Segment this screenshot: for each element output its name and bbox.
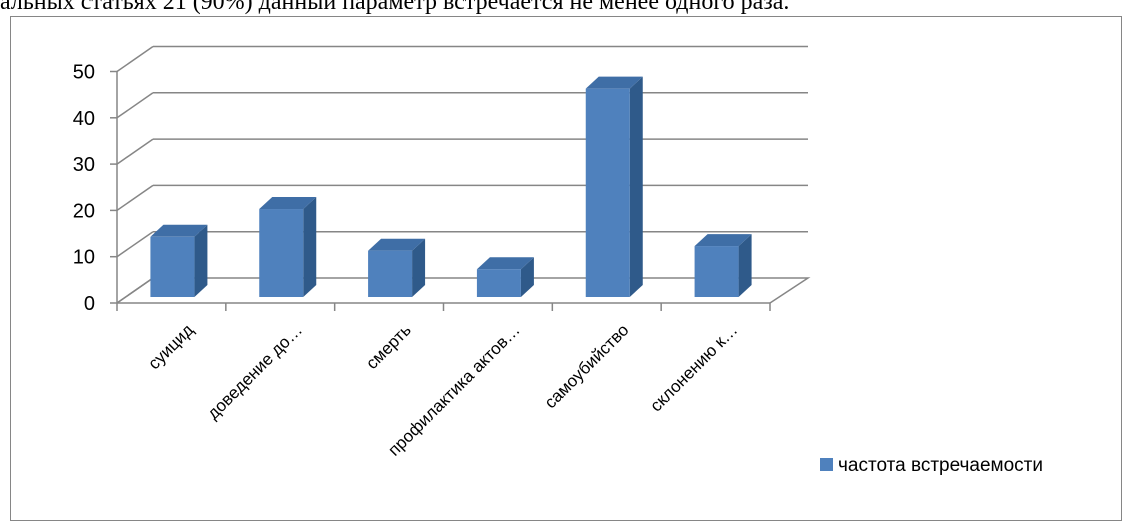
chart-bars [150, 76, 752, 298]
gridline-side [116, 138, 154, 165]
y-tick-label: 40 [73, 108, 95, 130]
gridline-side [116, 277, 154, 304]
bar-front-face [585, 88, 630, 298]
bar [476, 257, 534, 297]
bar [259, 197, 317, 297]
bar-top-face [259, 197, 317, 210]
bar-top-face [694, 234, 752, 247]
bar-front-face [259, 209, 304, 297]
chart-legend: частота встречаемости [820, 455, 1043, 476]
legend-label: частота встречаемости [838, 455, 1043, 476]
bar-front-face [150, 236, 195, 297]
gridline-side [116, 184, 154, 212]
gridline-side [116, 231, 154, 258]
x-tick-label: самоубийство [541, 320, 633, 412]
gridline-side [116, 92, 154, 119]
bar-side-face [520, 257, 534, 297]
bar [368, 238, 426, 297]
y-tick-label: 0 [84, 293, 95, 315]
y-tick-label: 50 [73, 62, 95, 84]
y-tick-label: 20 [73, 200, 95, 222]
legend-swatch [820, 458, 833, 471]
bar-side-face [629, 76, 643, 298]
y-axis-ticks: 0 10 20 30 40 50 [73, 62, 117, 315]
bar-side-face [194, 224, 208, 297]
gridline-side [116, 45, 154, 73]
bar [694, 234, 752, 297]
document-text-line: альных статьях 21 (90%) данный параметр … [0, 0, 790, 15]
bar-side-face [303, 197, 317, 297]
bar-side-face [412, 238, 426, 297]
bar-front-face [694, 246, 739, 297]
x-tick-label: смерть [362, 320, 415, 373]
x-tick-label: суицид [144, 320, 197, 373]
bar [585, 76, 643, 298]
bar-top-face [150, 224, 208, 237]
bar-side-face [738, 234, 752, 297]
y-tick-label: 10 [73, 247, 95, 269]
x-tick-label: доведение до… [203, 320, 306, 423]
bar-top-face [585, 76, 643, 89]
bar-top-face [368, 238, 426, 251]
x-tick-label: склонению к… [646, 320, 741, 415]
bar-front-face [368, 250, 413, 297]
bar [150, 224, 208, 297]
y-tick-label: 30 [73, 154, 95, 176]
bar-top-face [476, 257, 534, 270]
bar-front-face [476, 269, 521, 297]
